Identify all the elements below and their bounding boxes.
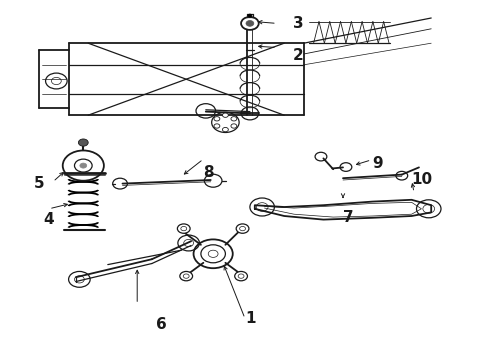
Text: 7: 7: [343, 210, 354, 225]
Text: 10: 10: [412, 172, 433, 188]
Circle shape: [214, 117, 220, 121]
Circle shape: [246, 21, 254, 26]
Circle shape: [180, 271, 193, 281]
Text: 6: 6: [156, 317, 167, 332]
Circle shape: [222, 127, 228, 132]
Text: 8: 8: [203, 165, 214, 180]
Circle shape: [177, 224, 190, 233]
Circle shape: [231, 117, 237, 121]
Circle shape: [235, 271, 247, 281]
Text: 4: 4: [43, 212, 54, 227]
Circle shape: [248, 14, 252, 17]
Text: 2: 2: [293, 48, 304, 63]
Circle shape: [208, 250, 218, 257]
Circle shape: [214, 124, 220, 128]
Circle shape: [78, 139, 88, 146]
Text: 3: 3: [293, 16, 304, 31]
Circle shape: [231, 124, 237, 128]
Circle shape: [241, 17, 259, 30]
Text: 1: 1: [245, 311, 255, 326]
Circle shape: [80, 163, 87, 168]
Text: 9: 9: [372, 156, 383, 171]
Circle shape: [222, 113, 228, 117]
Circle shape: [236, 224, 249, 233]
Text: 5: 5: [33, 176, 44, 191]
